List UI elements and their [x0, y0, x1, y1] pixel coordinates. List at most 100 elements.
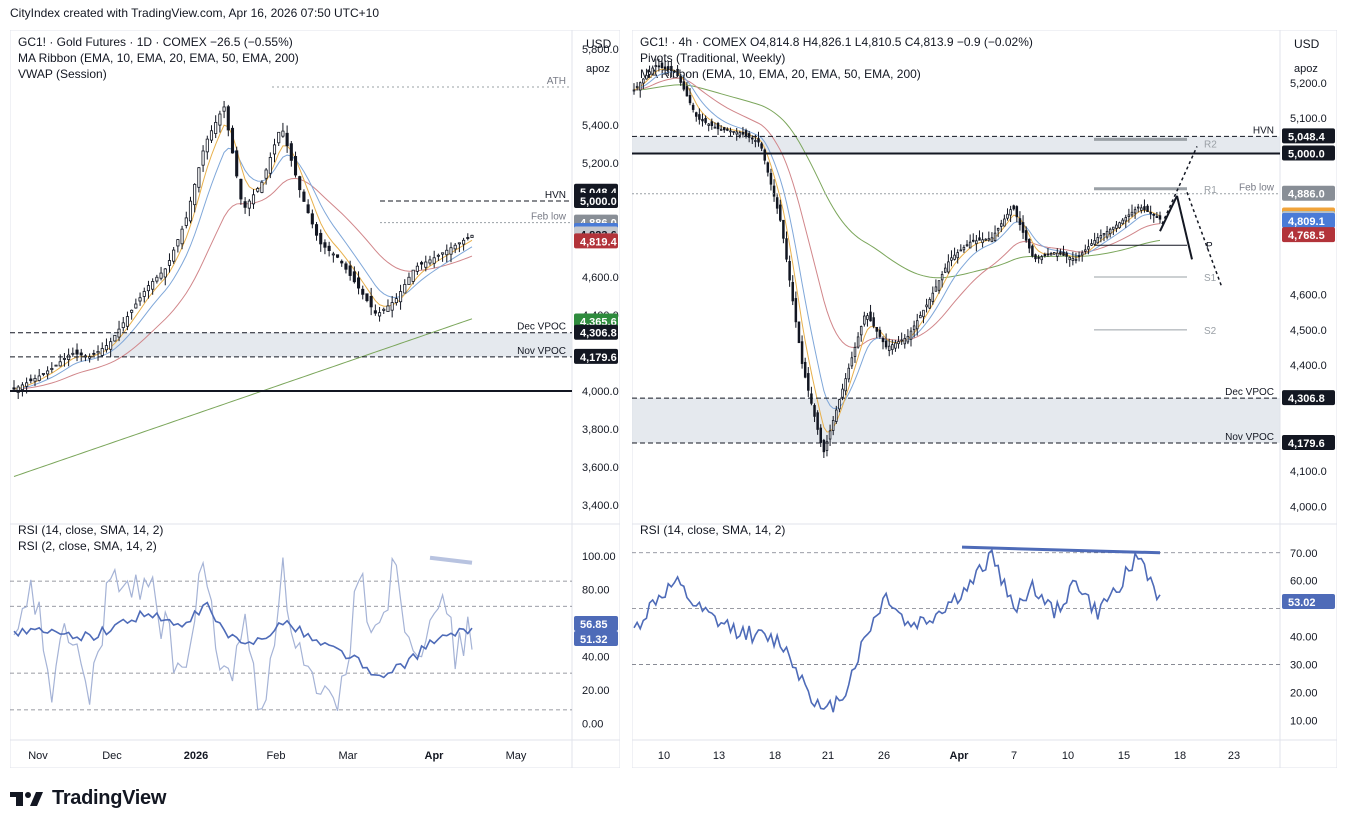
candle-body [807, 373, 810, 391]
candle-body [453, 244, 457, 250]
candle-body [953, 254, 956, 260]
time-tick-label: Nov [28, 750, 48, 762]
price-tick-label: 4,600.0 [1290, 290, 1327, 302]
candle-body [822, 439, 826, 453]
rsi-tag [1282, 594, 1335, 609]
candle-body [903, 337, 907, 345]
candle-body [365, 293, 369, 302]
4h-chart[interactable]: GC1! · 4h · COMEX O4,814.8 H4,826.1 L4,8… [632, 30, 1337, 768]
candle-body [432, 257, 436, 264]
candle-body [654, 65, 658, 68]
scale-mode-label: apoz [586, 63, 610, 75]
candle-body [673, 70, 676, 73]
price-tick-label: 5,200.0 [1290, 78, 1327, 90]
candle-body [100, 348, 104, 356]
price-tag-label: 4,886.0 [1288, 189, 1325, 201]
candle-body [962, 246, 966, 251]
candle-body [50, 368, 54, 371]
candle-body [657, 65, 661, 68]
candle-body [993, 232, 997, 242]
candle-body [850, 357, 854, 367]
candle-body [757, 138, 760, 143]
candle-body [797, 321, 801, 344]
candle-body [239, 178, 243, 200]
candle-body [41, 373, 45, 375]
candle-body [660, 62, 664, 69]
candle-body [638, 82, 642, 91]
level-label: R2 [1204, 139, 1217, 150]
candle-body [277, 131, 281, 144]
time-tick-label: 15 [1118, 750, 1130, 762]
candle-body [462, 239, 466, 245]
candle-body [361, 288, 365, 295]
candle-body [816, 412, 819, 430]
candle-body [800, 341, 804, 364]
chart-legend-line: GC1! · 4h · COMEX O4,814.8 H4,826.1 L4,8… [640, 35, 1033, 49]
candle-body [428, 259, 432, 264]
time-tick-label: 10 [658, 750, 670, 762]
price-tick-label: 3,800.0 [582, 424, 619, 436]
candle-body [838, 399, 841, 410]
price-tag-label: 5,000.0 [580, 196, 617, 208]
candle-body [782, 219, 785, 239]
candle-body [37, 375, 41, 381]
candle-body [71, 352, 75, 355]
candle-body [1124, 217, 1128, 222]
candle-body [176, 239, 180, 247]
price-tick-label: 4,500.0 [1290, 325, 1327, 337]
candle-body [449, 247, 453, 255]
ema-20-line [13, 147, 473, 390]
candle-body [1034, 254, 1037, 260]
candle-body [859, 326, 863, 336]
level-label: P [1206, 241, 1213, 252]
candle-body [943, 267, 947, 273]
candle-body [180, 228, 184, 245]
chart-legend-line: VWAP (Session) [18, 67, 107, 81]
candle-body [940, 273, 944, 281]
level-zone [632, 398, 1280, 443]
candle-body [104, 345, 108, 351]
candle-body [314, 224, 319, 236]
candle-body [691, 104, 695, 110]
chart-legend-line: Pivots (Traditional, Weekly) [640, 51, 785, 65]
level-label: Nov VPOC [1225, 432, 1274, 443]
candle-body [163, 268, 167, 278]
candle-body [791, 282, 794, 302]
candle-body [794, 298, 798, 323]
ema-50-line [13, 177, 473, 390]
candle-body [256, 188, 260, 192]
currency-label: USD [586, 37, 612, 51]
candle-body [679, 76, 682, 83]
level-label: Feb low [531, 212, 567, 223]
candle-body [441, 252, 445, 255]
candle-body [382, 308, 386, 311]
candle-body [1093, 240, 1096, 245]
candle-body [1149, 212, 1152, 214]
candle-body [75, 349, 79, 355]
price-tag [574, 324, 618, 340]
rsi-tick-label: 80.00 [582, 585, 610, 597]
candle-body [891, 344, 894, 351]
candle-body [415, 265, 419, 272]
time-tick-label: 18 [1174, 750, 1186, 762]
candle-body [1143, 206, 1146, 211]
price-tick-label: 4,400.0 [1290, 360, 1327, 372]
price-tag-label: 4,768.5 [1288, 230, 1325, 242]
candle-body [197, 167, 201, 188]
candle-body [719, 128, 723, 131]
candle-body [1074, 258, 1078, 261]
candle-body [352, 271, 356, 283]
rsi-tick-label: 70.00 [1290, 548, 1318, 560]
candle-body [747, 133, 751, 138]
price-tick-label: 5,200.0 [582, 158, 619, 170]
level-label: ATH [547, 76, 566, 87]
candle-body [900, 339, 903, 342]
candle-body [226, 106, 230, 131]
candle-body [79, 352, 83, 356]
candle-body [1102, 233, 1106, 236]
level-label: Dec VPOC [1225, 387, 1274, 398]
daily-chart[interactable]: GC1! · Gold Futures · 1D · COMEX −26.5 (… [10, 30, 620, 768]
candle-body [928, 299, 931, 309]
candle-body [310, 213, 314, 225]
candle-body [1037, 257, 1040, 259]
